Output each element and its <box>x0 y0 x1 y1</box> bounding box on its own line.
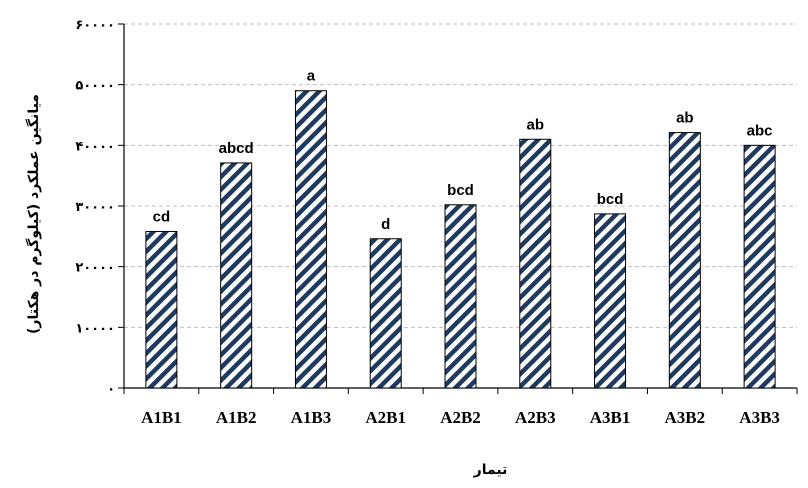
significance-letter: a <box>307 68 316 85</box>
significance-letter: bcd <box>447 182 474 199</box>
bars <box>145 90 776 389</box>
bar <box>519 138 552 389</box>
bar <box>444 204 477 389</box>
y-tick-label: ۲۰۰۰۰ <box>75 261 115 276</box>
y-tick-label: ۱۰۰۰۰ <box>75 321 115 336</box>
x-axis-title: تیمار <box>473 462 508 478</box>
significance-letter: abcd <box>219 140 254 157</box>
significance-letter: cd <box>153 208 171 225</box>
significance-letter: abc <box>747 122 773 139</box>
x-tick-label: A1B1 <box>141 408 182 427</box>
x-tick-label: A3B1 <box>590 408 631 427</box>
y-tick-label: ۵۰۰۰۰ <box>75 79 115 94</box>
x-tick-label: A2B1 <box>365 408 406 427</box>
x-tick-label: A1B3 <box>291 408 332 427</box>
bar <box>220 162 253 389</box>
significance-letter: d <box>381 216 390 233</box>
x-tick-label: A2B2 <box>440 408 481 427</box>
y-tick-label: ۳۰۰۰۰ <box>75 200 115 215</box>
bar <box>145 230 178 389</box>
y-tick-label: ۰ <box>107 382 115 397</box>
bar <box>294 90 327 389</box>
bar <box>743 144 776 389</box>
bar <box>594 213 627 389</box>
bar <box>369 238 402 389</box>
y-axis-title: میانگین عملکرد (کیلوگرم در هکتار) <box>25 94 42 334</box>
x-tick-label: A1B2 <box>216 408 257 427</box>
y-tick-label: ۴۰۰۰۰ <box>75 139 115 154</box>
bar <box>668 132 701 389</box>
x-tick-label: A3B2 <box>665 408 706 427</box>
x-tick-label: A2B3 <box>515 408 556 427</box>
significance-letter: bcd <box>597 191 624 208</box>
significance-letter: ab <box>676 110 694 127</box>
x-tick-label: A3B3 <box>739 408 780 427</box>
significance-letter: ab <box>527 116 545 133</box>
y-tick-label: ۶۰۰۰۰ <box>75 18 115 33</box>
labels: ۰۱۰۰۰۰۲۰۰۰۰۳۰۰۰۰۴۰۰۰۰۵۰۰۰۰۶۰۰۰۰cdA1B1abc… <box>75 18 780 427</box>
